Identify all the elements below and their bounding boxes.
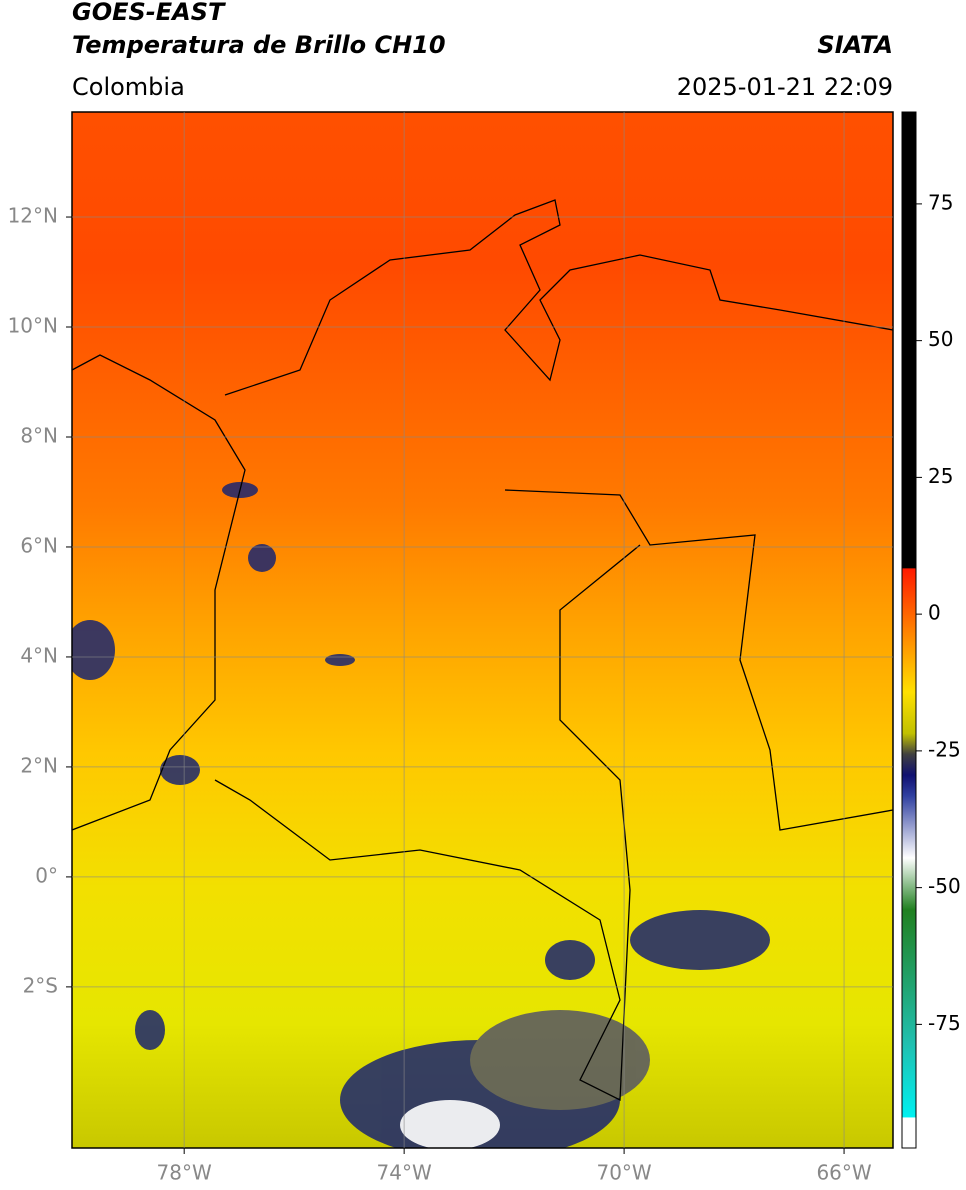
colorbar-tick-label: 0 — [928, 601, 941, 625]
source: SIATA — [817, 31, 893, 59]
title: GOES-EAST — [72, 0, 226, 26]
y-tick-label: 6°N — [20, 533, 58, 557]
y-tick-label: 10°N — [8, 314, 58, 338]
region: Colombia — [72, 73, 185, 101]
x-tick-label: 66°W — [816, 1161, 871, 1185]
colorbar-tick-label: -75 — [928, 1011, 961, 1035]
colorbar-tick-label: 75 — [928, 190, 953, 214]
y-tick-label: 12°N — [8, 204, 58, 228]
colorbar-tick-label: -50 — [928, 874, 961, 898]
colorbar — [901, 111, 917, 1149]
map — [72, 112, 893, 1148]
map-frame — [71, 111, 894, 1149]
cloud-core — [400, 1100, 500, 1148]
y-tick-label: 2°N — [20, 753, 58, 777]
timestamp: 2025-01-21 22:09 — [677, 73, 893, 101]
x-tick-label: 78°W — [157, 1161, 212, 1185]
y-tick-label: 2°S — [23, 973, 58, 997]
subtitle: Temperatura de Brillo CH10 — [72, 31, 446, 59]
colorbar-tick-label: -25 — [928, 737, 961, 761]
map-background — [72, 112, 893, 1148]
y-tick-label: 0° — [35, 863, 58, 887]
colorbar-tick-label: 50 — [928, 327, 953, 351]
colorbar-tick-label: 25 — [928, 464, 953, 488]
y-tick-label: 8°N — [20, 423, 58, 447]
y-tick-label: 4°N — [20, 643, 58, 667]
grid — [72, 112, 893, 1148]
x-tick-label: 74°W — [377, 1161, 432, 1185]
x-tick-label: 70°W — [596, 1161, 651, 1185]
borders — [72, 199, 893, 1102]
